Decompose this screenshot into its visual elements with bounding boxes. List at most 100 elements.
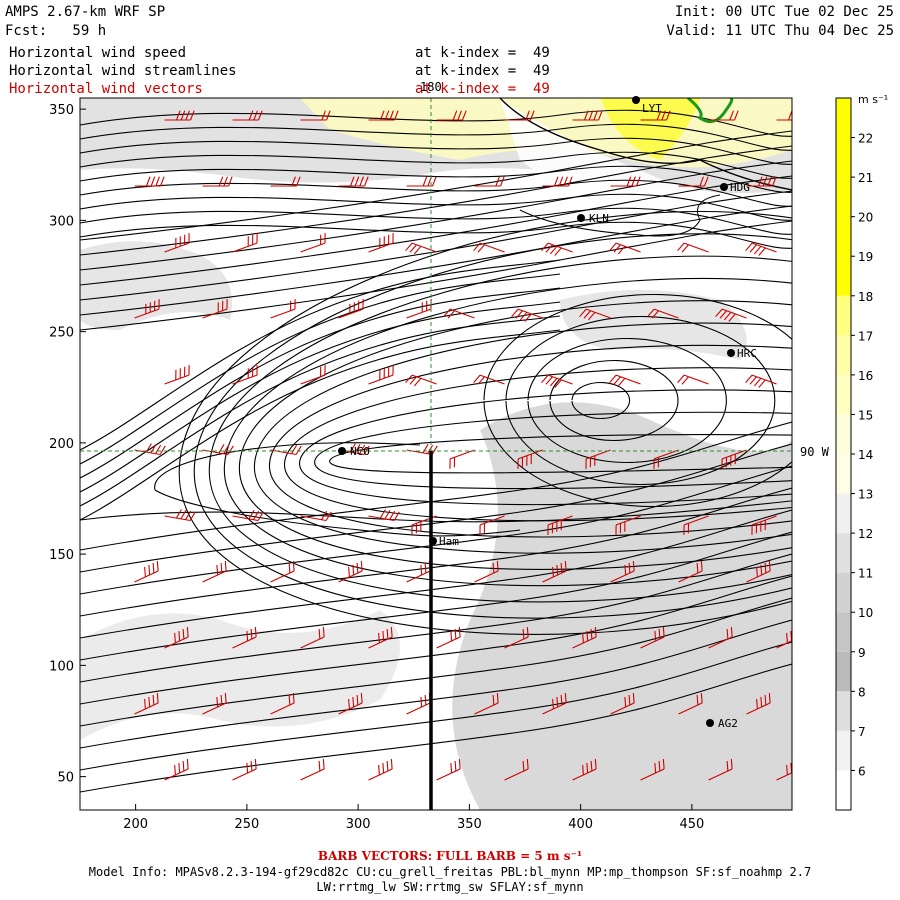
wind-barb [474, 176, 505, 187]
station-marker [338, 447, 346, 455]
streamline [80, 151, 792, 179]
wind-barb [449, 449, 475, 469]
model-title: AMPS 2.67-km WRF SP [5, 4, 166, 20]
wind-barb [610, 692, 635, 715]
colorbar-segment [836, 572, 851, 613]
wind-barb [572, 110, 603, 121]
wind-barb [504, 758, 529, 781]
meridian-label: 180 [420, 80, 442, 94]
wind-barb [504, 626, 529, 649]
wind-barb [164, 233, 190, 253]
wind-barb [677, 374, 709, 385]
colorbar-level-label: 14 [858, 448, 873, 462]
colorbar-units: m s⁻¹ [858, 93, 888, 106]
station-label: LYT [642, 102, 662, 115]
colorbar-segment [836, 454, 851, 494]
colorbar-segment [836, 216, 851, 257]
colorbar-level-label: 7 [858, 725, 866, 739]
wind-barb [300, 233, 326, 253]
y-tick-label: 200 [49, 437, 74, 452]
colorbar-segment [836, 256, 851, 296]
coastline [499, 98, 792, 237]
wind-barb [405, 374, 437, 387]
wind-barb [776, 110, 792, 121]
wind-barb [164, 626, 189, 649]
streamline [80, 137, 792, 165]
streamline [80, 220, 792, 331]
station-marker [706, 719, 714, 727]
station-label: KLN [589, 212, 609, 225]
field-level-speed: at k-index = 49 [415, 45, 550, 61]
wind-barb [368, 110, 399, 121]
wind-barb [338, 560, 363, 583]
wind-barb [436, 626, 461, 649]
wind-barb [640, 110, 671, 121]
wind-barb [609, 374, 641, 387]
wind-barb [202, 444, 234, 456]
streamline [208, 255, 792, 603]
colorbar-level-label: 13 [858, 488, 873, 502]
wind-barb [474, 692, 499, 715]
wind-barb [511, 308, 543, 322]
wind-barb [746, 560, 771, 583]
streamline [80, 641, 792, 771]
colorbar-level-label: 19 [858, 250, 873, 264]
wind-barb [368, 758, 393, 781]
wind-barb [232, 110, 263, 121]
wind-barb [640, 758, 665, 781]
colorbar-segment [836, 730, 851, 771]
valid-time: Valid: 11 UTC Thu 04 Dec 25 [666, 23, 894, 39]
colorbar-level-label: 12 [858, 527, 873, 541]
colorbar-level-label: 17 [858, 329, 873, 343]
y-tick-label: 150 [49, 548, 74, 563]
streamline [80, 465, 792, 595]
wind-barb [746, 692, 771, 715]
streamline [80, 315, 561, 507]
wind-barb [443, 308, 475, 319]
wind-barb [368, 365, 394, 385]
x-tick-label: 200 [123, 817, 148, 832]
station-marker [720, 183, 728, 191]
y-tick-label: 250 [49, 326, 74, 341]
streamline [154, 489, 521, 537]
wind-barb [338, 443, 370, 456]
wind-barb [541, 242, 573, 256]
wind-barb [406, 176, 437, 187]
wind-barb [134, 299, 160, 319]
field-name-streamlines: Horizontal wind streamlines [9, 63, 237, 79]
wind-barb [615, 515, 641, 535]
wind-barb [708, 110, 739, 121]
station-label: AG2 [718, 717, 738, 730]
streamline [80, 259, 561, 451]
streamline [80, 287, 561, 479]
streamline [80, 443, 792, 573]
wind-barb [647, 308, 679, 319]
wind-barb [134, 560, 159, 583]
streamline [80, 509, 792, 639]
wind-barb [134, 176, 165, 187]
wind-barb [609, 242, 641, 255]
colorbar-level-label: 22 [858, 132, 873, 146]
wind-barb [300, 758, 325, 781]
wind-barb [708, 626, 733, 649]
colorbar-segment [836, 691, 851, 731]
model-info-physics: LW:rrtmg_lw SW:rrtmg_sw SFLAY:sf_mynn [316, 880, 584, 894]
colorbar-segment [836, 374, 851, 415]
wind-barb [640, 626, 665, 649]
y-tick-label: 300 [49, 214, 74, 229]
streamline [80, 301, 561, 493]
wind-barb [134, 692, 159, 715]
wind-barb [610, 176, 641, 187]
wind-barb [542, 692, 567, 715]
y-tick-label: 50 [57, 771, 74, 786]
streamline [80, 205, 792, 316]
wind-barb [368, 509, 400, 522]
streamline [80, 553, 792, 683]
wind-barb [751, 515, 777, 535]
x-tick-label: 350 [457, 817, 482, 832]
wind-barb [517, 449, 543, 469]
streamline [483, 293, 792, 508]
station-marker [632, 96, 640, 104]
wind-barb [405, 242, 437, 255]
streamline [80, 190, 792, 301]
